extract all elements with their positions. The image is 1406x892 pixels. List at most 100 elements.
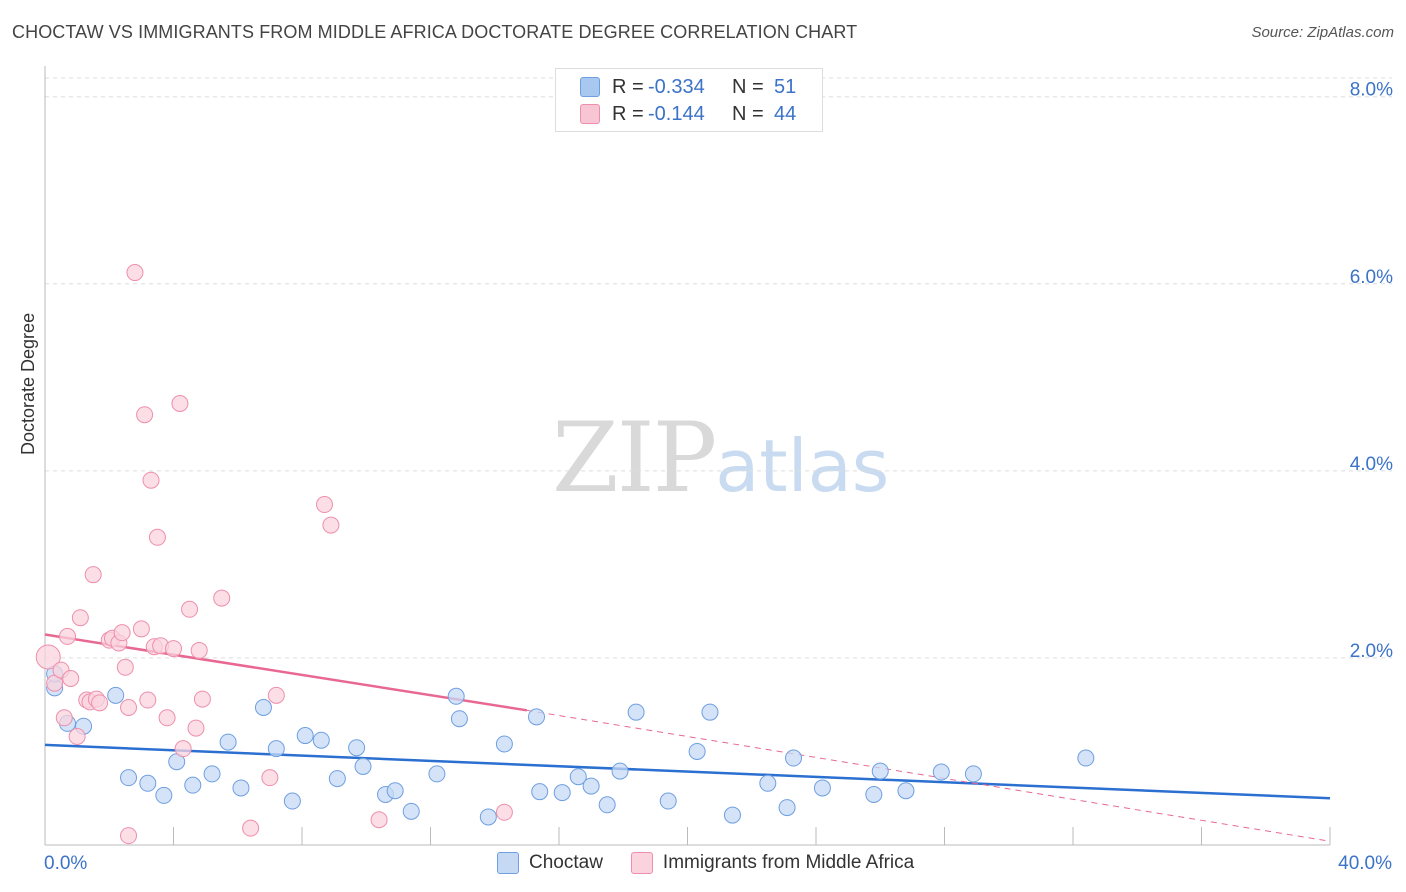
watermark: ZIPatlas xyxy=(552,402,889,514)
point-choctaw xyxy=(553,784,571,802)
series-legend: Choctaw Immigrants from Middle Africa xyxy=(497,852,942,874)
legend-r-label: R = xyxy=(612,102,644,125)
point-choctaw xyxy=(296,727,314,745)
point-middle-africa xyxy=(71,609,89,627)
legend-item-middle-africa[interactable]: Immigrants from Middle Africa xyxy=(630,852,915,874)
point-choctaw xyxy=(528,708,546,726)
point-choctaw xyxy=(155,786,173,804)
legend-swatch-choctaw xyxy=(497,852,519,874)
trend-lines xyxy=(44,633,1331,842)
point-choctaw xyxy=(932,763,950,781)
trend-line-choctaw xyxy=(44,743,1331,800)
point-choctaw xyxy=(627,703,645,721)
point-choctaw xyxy=(120,769,138,787)
legend-r-value: -0.334 xyxy=(648,75,705,98)
watermark-atlas: atlas xyxy=(715,424,890,508)
legend-r-label: R = xyxy=(612,75,644,98)
point-choctaw xyxy=(495,735,513,753)
chart-title: CHOCTAW VS IMMIGRANTS FROM MIDDLE AFRICA… xyxy=(12,22,858,42)
point-choctaw xyxy=(402,802,420,820)
tick-labels: 2.0% 4.0% 6.0% 8.0% 0.0% 40.0% xyxy=(44,80,1393,874)
point-middle-africa xyxy=(35,644,61,670)
point-middle-africa xyxy=(171,395,189,413)
point-choctaw xyxy=(785,749,803,767)
x-tick-label: 0.0% xyxy=(44,853,87,874)
legend-n-label: N = xyxy=(732,102,764,125)
legend-swatch-middle-africa xyxy=(630,852,653,874)
point-choctaw xyxy=(348,739,366,757)
point-choctaw xyxy=(897,782,915,800)
point-middle-africa xyxy=(261,769,279,787)
point-middle-africa xyxy=(187,719,205,737)
correlation-legend: R = -0.334 N = 51 R = -0.144 N = 44 xyxy=(555,68,823,132)
legend-n-label: N = xyxy=(732,75,764,98)
point-middle-africa xyxy=(139,691,157,709)
point-choctaw xyxy=(354,757,372,775)
point-choctaw xyxy=(871,762,889,780)
legend-item-choctaw[interactable]: Choctaw xyxy=(497,852,603,874)
point-middle-africa xyxy=(322,516,340,534)
point-choctaw xyxy=(1077,749,1095,767)
point-middle-africa xyxy=(120,827,138,845)
point-choctaw xyxy=(759,774,777,792)
point-middle-africa xyxy=(370,811,388,829)
grid-lines xyxy=(45,77,1392,659)
point-choctaw xyxy=(386,782,404,800)
point-choctaw xyxy=(701,703,719,721)
point-middle-africa xyxy=(267,686,285,704)
legend-swatch-choctaw xyxy=(580,77,600,97)
point-choctaw xyxy=(203,765,221,783)
point-choctaw xyxy=(450,710,468,728)
point-choctaw xyxy=(531,783,549,801)
point-middle-africa xyxy=(91,694,109,712)
point-middle-africa xyxy=(120,699,138,717)
point-choctaw xyxy=(312,731,330,749)
legend-row-middle-africa: R = -0.144 N = 44 xyxy=(580,102,796,126)
point-choctaw xyxy=(479,808,497,826)
x-tick-label: 40.0% xyxy=(1338,853,1392,874)
point-choctaw xyxy=(139,774,157,792)
point-middle-africa xyxy=(190,641,208,659)
point-middle-africa xyxy=(495,803,513,821)
point-choctaw xyxy=(328,770,346,788)
point-choctaw xyxy=(865,785,883,803)
legend-n-value: 51 xyxy=(774,75,797,98)
legend-row-choctaw: R = -0.334 N = 51 xyxy=(580,75,796,99)
point-choctaw xyxy=(219,733,237,751)
point-middle-africa xyxy=(158,709,176,727)
y-tick-label: 2.0% xyxy=(1350,641,1393,662)
point-choctaw xyxy=(428,765,446,783)
point-middle-africa xyxy=(181,600,199,618)
y-axis-label: Doctorate Degree xyxy=(18,312,38,455)
legend-n-value: 44 xyxy=(774,102,797,125)
point-choctaw xyxy=(582,777,600,795)
y-tick-label: 4.0% xyxy=(1350,454,1393,475)
point-choctaw xyxy=(232,779,250,797)
axes xyxy=(44,66,1331,846)
legend-label-middle-africa: Immigrants from Middle Africa xyxy=(662,852,915,873)
point-middle-africa xyxy=(165,640,182,658)
watermark-zip: ZIP xyxy=(552,402,717,514)
point-middle-africa xyxy=(84,566,102,584)
point-choctaw xyxy=(964,765,982,783)
point-middle-africa xyxy=(68,727,86,745)
point-choctaw xyxy=(688,742,706,760)
y-tick-label: 6.0% xyxy=(1350,267,1393,288)
legend-label-choctaw: Choctaw xyxy=(529,852,603,873)
point-choctaw xyxy=(778,799,796,817)
point-middle-africa xyxy=(242,819,260,837)
legend-swatch-middle-africa xyxy=(580,104,600,124)
point-middle-africa xyxy=(113,624,131,642)
source-label: Source: ZipAtlas.com xyxy=(1251,24,1394,41)
y-tick-label: 8.0% xyxy=(1350,80,1393,101)
point-middle-africa xyxy=(148,528,166,546)
point-middle-africa xyxy=(132,620,150,638)
data-points xyxy=(35,264,1095,845)
point-middle-africa xyxy=(315,496,333,514)
point-choctaw xyxy=(723,806,741,824)
point-middle-africa xyxy=(58,627,76,645)
point-middle-africa xyxy=(55,709,73,727)
point-choctaw xyxy=(569,768,587,786)
point-middle-africa xyxy=(213,589,231,607)
